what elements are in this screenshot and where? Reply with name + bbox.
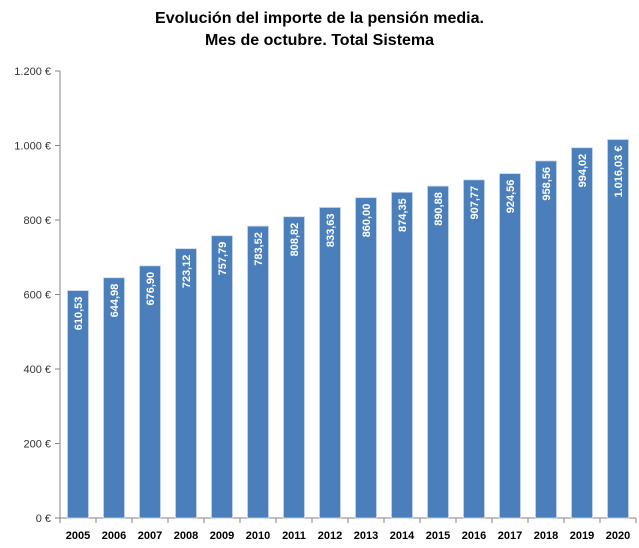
data-label: 890,88 (433, 192, 445, 226)
y-tick-label: 1.200 € (14, 66, 51, 78)
bar (67, 290, 89, 519)
data-label: 994,02 (577, 154, 589, 188)
bar (355, 197, 377, 519)
bar (571, 147, 593, 519)
x-tick-label: 2012 (318, 530, 342, 542)
y-tick-label: 0 € (36, 513, 51, 525)
bar (211, 235, 233, 519)
data-label: 808,82 (289, 223, 301, 257)
x-tick-label: 2015 (426, 530, 450, 542)
data-label: 783,52 (253, 232, 265, 266)
x-tick-label: 2018 (534, 530, 558, 542)
x-tick-label: 2011 (282, 530, 306, 542)
bar (499, 173, 521, 519)
bar (319, 207, 341, 519)
y-tick-label: 200 € (23, 439, 51, 451)
bar (175, 248, 197, 519)
x-tick-label: 2016 (462, 530, 486, 542)
x-tick-label: 2006 (102, 530, 126, 542)
data-label: 860,00 (361, 204, 373, 238)
data-label: 874,35 (397, 198, 409, 232)
x-tick-label: 2008 (174, 530, 198, 542)
y-tick-label: 800 € (23, 215, 51, 227)
data-label: 757,79 (217, 242, 229, 276)
x-tick-label: 2007 (138, 530, 162, 542)
data-label: 644,98 (109, 284, 121, 318)
y-tick-label: 400 € (23, 364, 51, 376)
data-label: 610,53 (73, 297, 85, 331)
x-tick-label: 2020 (606, 530, 630, 542)
bar (283, 216, 305, 519)
x-tick-label: 2017 (498, 530, 522, 542)
bar (247, 225, 269, 519)
x-tick-label: 2013 (354, 530, 378, 542)
data-label: 958,56 (541, 167, 553, 201)
bar (535, 160, 557, 519)
chart-title-line1: Evolución del importe de la pensión medi… (155, 10, 484, 27)
y-tick-label: 1.000 € (14, 141, 51, 153)
bar (427, 185, 449, 519)
y-tick-label: 600 € (23, 290, 51, 302)
bar (391, 191, 413, 519)
data-label: 924,56 (505, 180, 517, 214)
data-label: 1.016,03 € (613, 146, 625, 198)
x-tick-label: 2009 (210, 530, 234, 542)
data-label: 676,90 (145, 272, 157, 306)
chart-title-line2: Mes de octubre. Total Sistema (204, 32, 435, 49)
x-tick-label: 2010 (246, 530, 270, 542)
bar (103, 277, 125, 519)
x-tick-label: 2019 (570, 530, 594, 542)
bar (607, 139, 629, 519)
chart-title: Evolución del importe de la pensión medi… (0, 8, 639, 52)
data-label: 907,77 (469, 186, 481, 220)
bar (139, 265, 161, 519)
x-tick-label: 2005 (66, 530, 90, 542)
data-label: 833,63 (325, 213, 337, 247)
data-label: 723,12 (181, 255, 193, 289)
bar (463, 179, 485, 519)
x-tick-label: 2014 (390, 530, 415, 542)
